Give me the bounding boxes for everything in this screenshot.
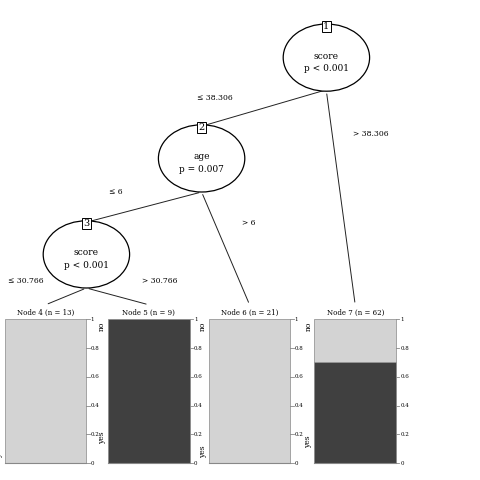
Text: 0.8: 0.8	[91, 346, 99, 350]
Text: 0.6: 0.6	[295, 374, 303, 379]
Ellipse shape	[158, 125, 245, 192]
Text: ≤ 30.766: ≤ 30.766	[8, 277, 43, 285]
Text: 0.2: 0.2	[91, 432, 99, 437]
Ellipse shape	[283, 24, 370, 91]
Text: no: no	[304, 322, 312, 331]
Text: 0.8: 0.8	[194, 346, 203, 350]
Text: 2: 2	[198, 123, 205, 132]
Text: 0.8: 0.8	[400, 346, 409, 350]
Text: 1: 1	[295, 317, 298, 322]
FancyBboxPatch shape	[314, 362, 396, 463]
Text: score
p < 0.001: score p < 0.001	[64, 249, 109, 270]
Text: 0: 0	[194, 461, 197, 466]
FancyBboxPatch shape	[209, 319, 290, 463]
Text: 0: 0	[91, 461, 94, 466]
Text: Node 7 (n = 62): Node 7 (n = 62)	[326, 309, 384, 317]
Text: 1: 1	[194, 317, 197, 322]
Text: 3: 3	[83, 219, 90, 228]
Text: 0.4: 0.4	[400, 403, 409, 408]
Text: 0.4: 0.4	[194, 403, 203, 408]
Text: yes: yes	[98, 432, 106, 444]
Text: Node 4 (n = 13): Node 4 (n = 13)	[17, 309, 74, 317]
Text: Node 5 (n = 9): Node 5 (n = 9)	[122, 309, 175, 317]
Text: 1: 1	[323, 22, 330, 31]
Text: 0.4: 0.4	[295, 403, 303, 408]
Text: score
p < 0.001: score p < 0.001	[304, 52, 349, 73]
Text: 1: 1	[91, 317, 94, 322]
FancyBboxPatch shape	[5, 319, 86, 463]
Text: > 30.766: > 30.766	[142, 277, 177, 285]
Text: Node 6 (n = 21): Node 6 (n = 21)	[221, 309, 278, 317]
Text: ≤ 6: ≤ 6	[109, 188, 122, 196]
Text: yes: yes	[0, 446, 3, 458]
Ellipse shape	[43, 221, 130, 288]
Text: no: no	[98, 322, 106, 331]
Text: > 6: > 6	[242, 219, 256, 227]
Text: 0.6: 0.6	[91, 374, 99, 379]
Text: 0.2: 0.2	[400, 432, 409, 437]
Text: age
p = 0.007: age p = 0.007	[179, 153, 224, 174]
Text: 0.4: 0.4	[91, 403, 99, 408]
Text: ≤ 38.306: ≤ 38.306	[197, 95, 233, 102]
FancyBboxPatch shape	[314, 319, 396, 362]
Text: no: no	[199, 322, 207, 331]
Text: 0: 0	[400, 461, 404, 466]
Text: yes: yes	[199, 446, 207, 458]
Text: 0.2: 0.2	[295, 432, 303, 437]
FancyBboxPatch shape	[108, 319, 190, 463]
Text: 0.2: 0.2	[194, 432, 203, 437]
Text: no: no	[0, 322, 3, 331]
Text: yes: yes	[304, 436, 312, 448]
Text: 0.6: 0.6	[194, 374, 203, 379]
Text: 0.8: 0.8	[295, 346, 303, 350]
Text: > 38.306: > 38.306	[353, 131, 388, 138]
Text: 0: 0	[295, 461, 298, 466]
Text: 0.6: 0.6	[400, 374, 409, 379]
Text: 1: 1	[400, 317, 404, 322]
